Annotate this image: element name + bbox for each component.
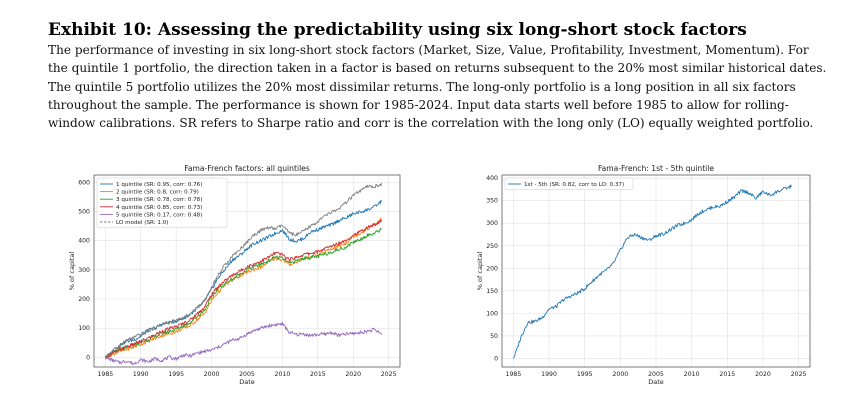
x-tick-label: 2005 [648, 371, 664, 378]
chart-title: Fama-French: 1st - 5th quintile [598, 164, 714, 173]
y-tick-label: 300 [78, 267, 90, 274]
series-line [513, 184, 792, 359]
x-tick-label: 2010 [275, 371, 291, 378]
description-text: The performance of investing in six long… [48, 43, 827, 131]
exhibit-title: Exhibit 10: Assessing the predictability… [48, 20, 747, 40]
y-tick-label: 400 [78, 238, 90, 245]
legend-entry: 1st - 5th (SR: 0.82, corr to LO: 0.37) [524, 182, 624, 188]
legend-entry: 2 quintile (SR: 0.8, corr: 0.79) [116, 190, 199, 196]
x-tick-label: 1985 [506, 371, 522, 378]
legend-entry: 5 quintile (SR: 0.17, corr: 0.48) [116, 212, 202, 218]
legend-entry: 3 quintile (SR: 0.78, corr: 0.78) [116, 197, 202, 203]
x-axis-label: Date [648, 378, 664, 386]
x-tick-label: 2000 [612, 371, 628, 378]
x-tick-label: 2015 [719, 371, 735, 378]
x-tick-label: 2025 [791, 371, 807, 378]
x-tick-label: 2005 [239, 371, 255, 378]
y-tick-label: 0 [86, 354, 90, 361]
x-tick-label: 1995 [168, 371, 184, 378]
x-tick-label: 2025 [381, 371, 397, 378]
x-axis-label: Date [239, 378, 255, 386]
legend: 1 quintile (SR: 0.95, corr: 0.76) 2 quint… [96, 177, 228, 228]
x-tick-label: 2015 [310, 371, 326, 378]
y-tick-label: 350 [486, 198, 498, 205]
y-axis-label: % of capital [476, 252, 484, 291]
y-tick-label: 200 [78, 296, 90, 303]
series-line [105, 182, 383, 358]
x-tick-label: 2020 [345, 371, 361, 378]
y-tick-label: 150 [486, 288, 498, 295]
y-tick-label: 200 [486, 265, 498, 272]
chart-title: Fama-French factors: all quintiles [184, 164, 310, 173]
x-tick-label: 1985 [97, 371, 113, 378]
y-tick-label: 0 [494, 355, 498, 362]
y-axis-label: % of capital [68, 252, 76, 291]
legend-entry: 4 quintile (SR: 0.85, corr: 0.73) [116, 205, 202, 211]
chart-all-quintiles: Fama-French factors: all quintiles 0 100 20… [68, 164, 401, 386]
legend-box [96, 177, 228, 228]
x-tick-label: 2020 [755, 371, 771, 378]
legend: 1st - 5th (SR: 0.82, corr to LO: 0.37) [504, 177, 634, 190]
y-tick-label: 400 [486, 175, 498, 182]
x-tick-label: 2010 [684, 371, 700, 378]
legend-entry: 1 quintile (SR: 0.95, corr: 0.76) [116, 182, 202, 188]
plot-frame [501, 174, 811, 368]
exhibit-description: The performance of investing in six long… [48, 41, 830, 132]
series-line [104, 321, 382, 366]
y-tick-label: 100 [486, 310, 498, 317]
y-tick-label: 300 [486, 220, 498, 227]
legend-entry: LO model (SR: 1.0) [116, 220, 168, 226]
x-tick-label: 1990 [133, 371, 149, 378]
y-tick-label: 600 [78, 179, 90, 186]
legend-box [504, 177, 634, 190]
x-tick-label: 1995 [577, 371, 593, 378]
series-line [104, 217, 382, 359]
plot-frame [93, 174, 401, 368]
y-tick-label: 50 [490, 333, 498, 340]
x-tick-label: 1990 [541, 371, 557, 378]
y-tick-label: 500 [78, 208, 90, 215]
y-tick-label: 250 [486, 243, 498, 250]
chart-quintile-spread: Fama-French: 1st - 5th quintile 0 50 100 150… [476, 164, 811, 386]
series-line [104, 219, 383, 359]
y-tick-label: 100 [78, 325, 90, 332]
x-tick-label: 2000 [204, 371, 220, 378]
